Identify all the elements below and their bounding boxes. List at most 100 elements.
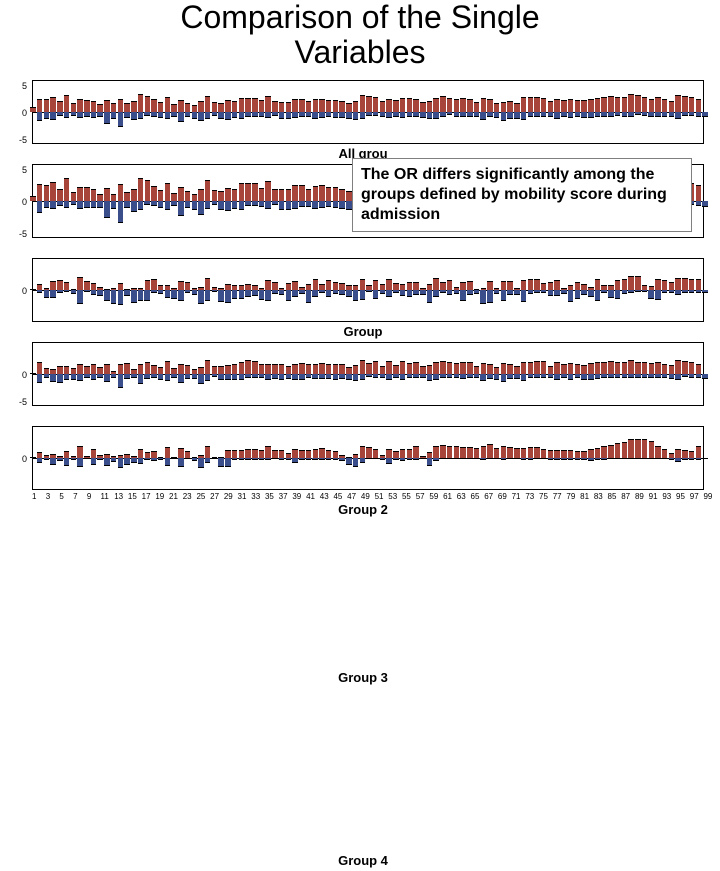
bar-red: [662, 364, 668, 374]
bar-red: [548, 450, 554, 458]
bar-blue: [333, 112, 339, 118]
bar-red: [433, 362, 439, 374]
bar-blue: [84, 458, 90, 459]
callout-text: The OR differs significantly among the g…: [361, 166, 667, 223]
y-axis-label: 0: [22, 454, 27, 464]
bar-red: [386, 449, 392, 458]
bar-blue: [57, 112, 63, 116]
bar-blue: [192, 290, 198, 295]
bar-red: [192, 369, 198, 374]
bar-red: [454, 446, 460, 458]
bar-red: [218, 103, 224, 112]
bar-red: [205, 96, 211, 112]
bar-red: [615, 443, 621, 458]
bar-blue: [71, 112, 77, 116]
bar-red: [57, 101, 63, 112]
bar-red: [313, 449, 319, 458]
bar-red: [30, 107, 36, 112]
bar-red: [138, 288, 144, 290]
bar-blue: [165, 201, 171, 210]
bar-blue: [279, 201, 285, 210]
bar-red: [474, 448, 480, 458]
bar-blue: [77, 112, 83, 118]
bar-red: [440, 96, 446, 112]
bar-blue: [642, 458, 648, 459]
bar-red: [124, 454, 130, 458]
bar-blue: [91, 458, 97, 465]
bar-red: [669, 453, 675, 458]
bar-red: [487, 281, 493, 290]
bar-blue: [118, 374, 124, 388]
bar-blue: [662, 112, 668, 117]
bar-blue: [205, 112, 211, 119]
bar-blue: [360, 458, 366, 463]
bar-blue: [642, 290, 648, 292]
bar-red: [360, 360, 366, 374]
bar-red: [588, 449, 594, 458]
bar-red: [333, 187, 339, 201]
bar-blue: [286, 290, 292, 301]
bar-red: [400, 449, 406, 458]
bar-red: [373, 449, 379, 458]
y-axis-label: -5: [19, 229, 27, 239]
bar-red: [252, 361, 258, 374]
bar-blue: [628, 290, 634, 293]
bar-red: [299, 287, 305, 290]
bar-red: [37, 184, 43, 201]
bar-blue: [541, 112, 547, 117]
bar-blue: [124, 290, 130, 296]
bar-red: [494, 367, 500, 374]
bar-red: [575, 282, 581, 290]
y-axis-label: 0: [22, 286, 27, 296]
bar-blue: [299, 458, 305, 460]
bar-blue: [57, 201, 63, 206]
bar-blue: [628, 112, 634, 117]
bar-red: [44, 288, 50, 290]
bar-blue: [171, 458, 177, 459]
bar-blue: [198, 290, 204, 304]
bar-red: [185, 103, 191, 112]
bar-red: [333, 451, 339, 458]
bar-red: [541, 98, 547, 112]
bar-red: [165, 183, 171, 201]
bar-red: [104, 289, 110, 290]
bar-red: [339, 283, 345, 290]
bar-red: [218, 457, 224, 458]
bar-red: [407, 98, 413, 112]
bar-blue: [212, 112, 218, 116]
bar-blue: [380, 374, 386, 378]
bar-red: [467, 99, 473, 113]
bar-blue: [447, 112, 453, 115]
bar-red: [44, 368, 50, 374]
bar-blue: [218, 374, 224, 380]
bar-blue: [64, 458, 70, 466]
bar-red: [642, 439, 648, 458]
bar-blue: [373, 374, 379, 378]
bar-red: [400, 284, 406, 290]
bar-blue: [178, 458, 184, 467]
bar-blue: [312, 458, 318, 460]
bar-red: [185, 365, 191, 374]
bar-blue: [541, 458, 547, 459]
bar-blue: [272, 374, 278, 379]
bar-blue: [595, 458, 601, 460]
bar-blue: [521, 458, 527, 460]
bar-blue: [50, 112, 56, 120]
bar-red: [44, 99, 50, 112]
bar-red: [313, 279, 319, 290]
bar-blue: [635, 112, 641, 115]
bar-red: [400, 98, 406, 112]
bar-red: [662, 449, 668, 458]
bar-red: [528, 447, 534, 458]
bar-blue: [622, 290, 628, 294]
bar-blue: [212, 374, 218, 377]
bar-red: [548, 282, 554, 290]
bar-red: [50, 182, 56, 201]
bar-red: [232, 189, 238, 201]
bar-blue: [192, 112, 198, 119]
bar-red: [97, 194, 103, 201]
bar-red: [380, 366, 386, 374]
bar-red: [239, 98, 245, 112]
bar-red: [366, 96, 372, 112]
bar-red: [447, 446, 453, 458]
